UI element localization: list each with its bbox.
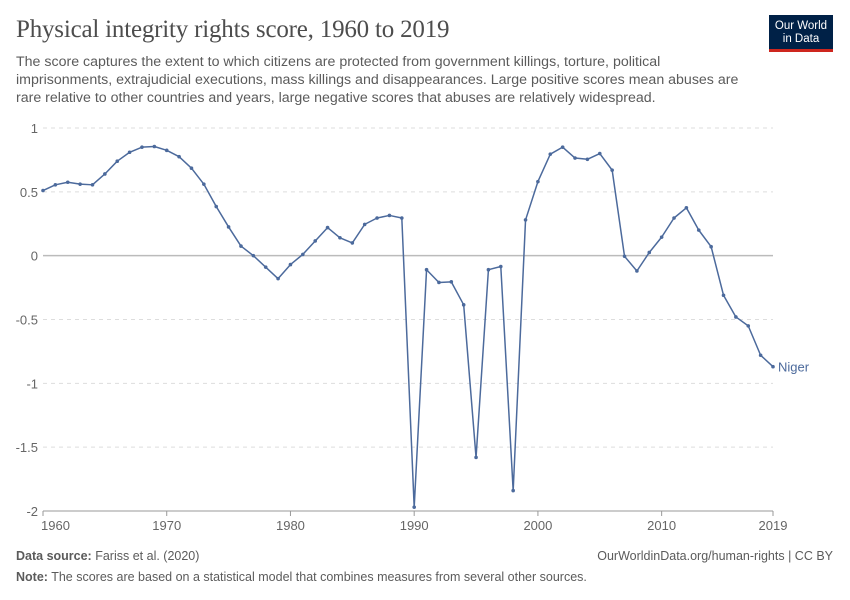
data-point <box>709 244 713 249</box>
logo-line-2: in Data <box>782 33 820 45</box>
data-point <box>375 216 379 220</box>
data-point <box>239 244 243 248</box>
data-point <box>189 166 194 171</box>
data-point <box>177 154 181 159</box>
data-point <box>696 228 701 232</box>
x-tick-label: 2000 <box>523 518 552 533</box>
data-point <box>90 183 95 187</box>
data-point <box>214 204 219 209</box>
data-point <box>41 188 45 193</box>
data-point <box>647 250 652 255</box>
data-point <box>115 159 120 163</box>
source-link[interactable]: Fariss et al. (2020) <box>95 549 200 563</box>
data-point <box>486 267 491 272</box>
data-point <box>251 253 256 258</box>
y-tick-label: 1 <box>31 121 38 136</box>
data-point <box>659 235 664 239</box>
x-tick-label: 2010 <box>647 518 676 533</box>
data-point <box>263 265 268 269</box>
data-point <box>449 280 454 284</box>
x-tick-label: 1970 <box>152 518 181 533</box>
data-point <box>721 293 726 298</box>
data-point <box>734 315 738 319</box>
data-point <box>338 235 342 240</box>
note: Note: The scores are based on a statisti… <box>16 570 587 584</box>
data-point <box>226 225 231 229</box>
data-point <box>523 218 528 222</box>
data-point <box>276 276 280 281</box>
data-point <box>140 145 144 149</box>
chart-title: Physical integrity rights score, 1960 to… <box>16 16 450 43</box>
data-point <box>65 180 70 185</box>
data-point <box>610 168 614 172</box>
data-point <box>325 225 330 230</box>
logo-line-1: Our World <box>774 20 828 32</box>
y-tick-label: 0.5 <box>20 185 38 200</box>
x-tick-label: 2019 <box>759 518 788 533</box>
data-point <box>202 182 206 186</box>
data-point <box>412 505 416 509</box>
source-label: Data source: <box>16 549 92 563</box>
data-point <box>437 280 441 285</box>
data-point <box>127 150 132 155</box>
data-point <box>746 324 751 328</box>
x-tick-label: 1990 <box>400 518 429 533</box>
y-tick-label: -2 <box>26 504 38 519</box>
url-license[interactable]: OurWorldinData.org/human-rights | CC BY <box>597 549 833 563</box>
data-point <box>362 222 367 227</box>
x-tick-label: 1980 <box>276 518 305 533</box>
chart-subtitle: The score captures the extent to which c… <box>16 54 739 106</box>
data-point <box>585 157 590 162</box>
data-point <box>350 241 355 245</box>
data-point <box>560 145 565 149</box>
data-point <box>103 172 107 176</box>
data-point <box>78 182 82 186</box>
data-point <box>164 148 169 153</box>
data-point <box>758 353 763 358</box>
data-point <box>387 213 392 218</box>
data-point <box>597 151 602 156</box>
data-point <box>672 216 676 220</box>
data-point <box>474 455 478 460</box>
note-text: The scores are based on a statistical mo… <box>51 570 587 584</box>
y-tick-label: -0.5 <box>16 313 38 328</box>
y-tick-label: 0 <box>31 249 38 264</box>
data-point <box>288 262 293 267</box>
data-point <box>53 183 58 187</box>
data-point <box>635 269 639 273</box>
data-point <box>622 254 627 259</box>
data-point <box>771 364 775 369</box>
data-point <box>511 488 515 493</box>
series-line <box>42 145 774 508</box>
data-point <box>684 205 689 210</box>
data-point <box>536 179 540 184</box>
y-tick-label: -1 <box>26 376 38 391</box>
data-point <box>152 144 157 149</box>
y-tick-label: -1.5 <box>16 440 38 455</box>
data-point <box>301 252 305 257</box>
data-point <box>498 264 503 269</box>
data-point <box>424 267 429 272</box>
data-point <box>461 303 466 307</box>
data-point <box>573 156 577 160</box>
series-label: Niger <box>778 360 810 375</box>
data-point <box>548 152 553 156</box>
data-point <box>400 216 404 220</box>
x-tick-label: 1960 <box>41 518 70 533</box>
owid-logo[interactable]: Our World in Data <box>769 15 833 52</box>
data-point <box>313 239 318 243</box>
note-label: Note: <box>16 570 48 584</box>
data-source: Data source: Fariss et al. (2020) <box>16 549 199 563</box>
